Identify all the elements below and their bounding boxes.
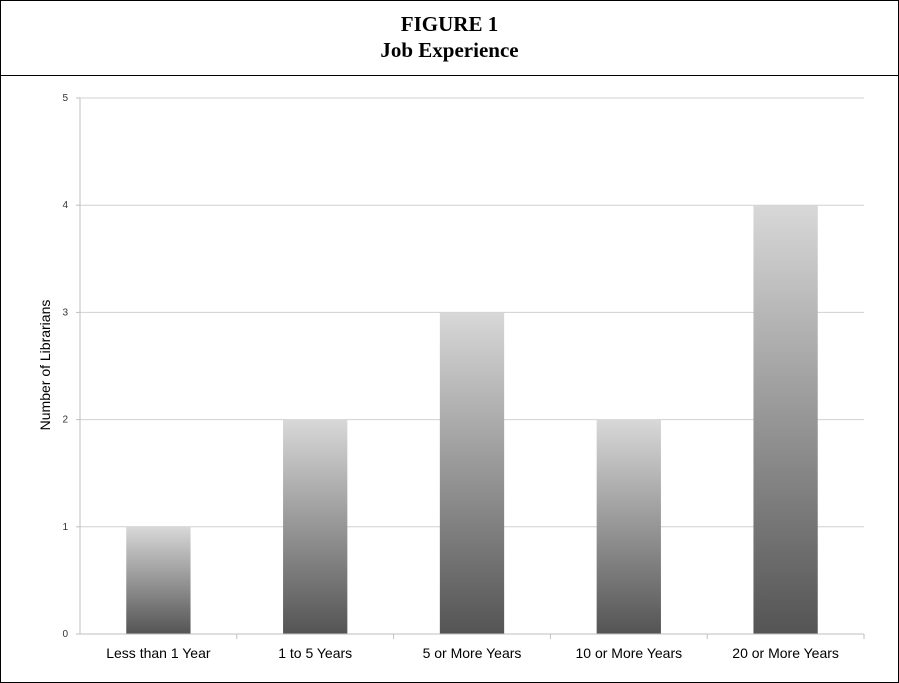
chart-title: Job Experience — [380, 38, 519, 62]
figure-number: FIGURE 1 — [400, 12, 499, 36]
x-tick-labels: Less than 1 Year 1 to 5 Years 5 or More Ye… — [106, 645, 839, 661]
x-tick-label: 5 or More Years — [423, 645, 522, 661]
bar — [596, 419, 661, 634]
y-tick-label: 4 — [62, 200, 68, 211]
y-tick-label: 3 — [62, 307, 68, 318]
y-tick-label: 5 — [62, 93, 68, 104]
bar — [283, 419, 348, 634]
y-tick-label: 0 — [62, 629, 68, 640]
bar — [753, 205, 818, 634]
x-tick-label: 1 to 5 Years — [278, 645, 352, 661]
x-tick-label: 10 or More Years — [575, 645, 682, 661]
bar — [126, 526, 191, 634]
y-axis-label: Number of Librarians — [37, 300, 53, 431]
x-tick-label: Less than 1 Year — [106, 645, 211, 661]
y-tick-label: 1 — [62, 522, 68, 533]
y-tick-label: 2 — [62, 415, 68, 426]
y-tick-labels: 0 1 2 3 4 5 — [62, 93, 68, 640]
axes — [79, 98, 865, 639]
figure-header: FIGURE 1 Job Experience — [1, 1, 898, 76]
bar — [439, 312, 505, 634]
x-tick-label: 20 or More Years — [732, 645, 839, 661]
bars — [126, 205, 818, 634]
